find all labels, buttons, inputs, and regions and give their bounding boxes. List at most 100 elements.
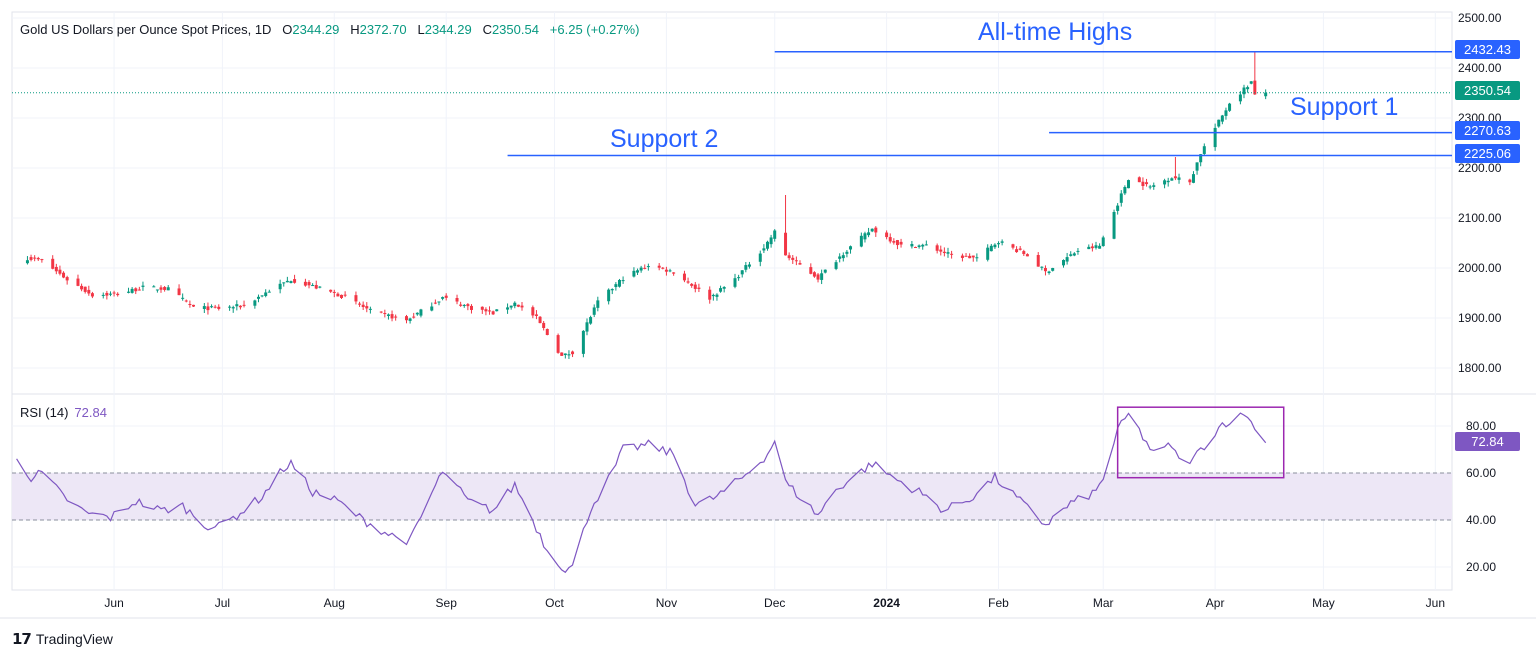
candle-body bbox=[885, 232, 889, 238]
candle-body bbox=[773, 230, 777, 239]
candle-body bbox=[545, 329, 549, 335]
candle-body bbox=[336, 293, 340, 297]
time-tick-label: Jun bbox=[1426, 596, 1445, 610]
price-tick-label: 1800.00 bbox=[1458, 361, 1502, 375]
candle-body bbox=[101, 294, 105, 296]
candle-body bbox=[1264, 92, 1268, 97]
candle-body bbox=[394, 316, 398, 318]
candle-body bbox=[531, 307, 535, 316]
candle-body bbox=[845, 251, 849, 254]
candle-body bbox=[513, 302, 517, 307]
candle-body bbox=[29, 257, 33, 260]
candle-body bbox=[1224, 110, 1228, 116]
brand-name: TradingView bbox=[35, 631, 113, 647]
candle-body bbox=[192, 304, 195, 307]
candle-body bbox=[36, 257, 40, 260]
candle-body bbox=[65, 277, 69, 281]
low-value: 2344.29 bbox=[424, 22, 472, 37]
candle-body bbox=[1069, 254, 1073, 256]
candle-body bbox=[340, 294, 344, 298]
candle-body bbox=[430, 306, 434, 311]
candle-body bbox=[596, 300, 600, 308]
candle-body bbox=[105, 292, 109, 296]
tradingview-brand[interactable]: 𝟭𝟳 TradingView bbox=[12, 630, 113, 648]
candle-body bbox=[682, 273, 686, 281]
candle-body bbox=[747, 264, 751, 267]
candle-body bbox=[181, 297, 185, 299]
candle-body bbox=[1228, 103, 1232, 111]
candle-body bbox=[1246, 87, 1250, 90]
candle-body bbox=[556, 335, 560, 353]
rsi-value-tag: 72.84 bbox=[1455, 432, 1520, 451]
candle-body bbox=[950, 253, 954, 255]
candle-body bbox=[253, 300, 257, 306]
time-tick-label: Mar bbox=[1093, 596, 1114, 610]
candle-body bbox=[163, 287, 167, 290]
candle-body bbox=[484, 309, 488, 312]
time-tick-label: Nov bbox=[656, 596, 677, 610]
candle-body bbox=[693, 284, 697, 289]
candle-body bbox=[895, 240, 899, 246]
candle-body bbox=[83, 286, 87, 292]
candle-body bbox=[762, 248, 766, 251]
candle-body bbox=[534, 314, 538, 316]
candle-body bbox=[986, 247, 990, 260]
candle-body bbox=[51, 258, 55, 269]
candle-body bbox=[520, 305, 524, 308]
time-tick-label: Sep bbox=[436, 596, 458, 610]
time-tick-label: Jun bbox=[104, 596, 123, 610]
candle-body bbox=[62, 272, 66, 278]
candle-body bbox=[480, 306, 484, 310]
candle-body bbox=[686, 281, 690, 283]
rsi-legend: RSI (14) 72.84 bbox=[20, 405, 107, 420]
candle-body bbox=[859, 235, 863, 247]
candle-body bbox=[1015, 249, 1019, 253]
candle-body bbox=[415, 312, 419, 315]
candle-body bbox=[1170, 178, 1174, 181]
candle-body bbox=[311, 285, 315, 287]
candle-body bbox=[719, 288, 723, 292]
rsi-tick-label: 80.00 bbox=[1466, 419, 1496, 433]
candle-body bbox=[412, 316, 416, 318]
candle-body bbox=[838, 256, 842, 259]
candle-body bbox=[812, 272, 816, 277]
candle-body bbox=[329, 289, 333, 292]
price-tick-label: 2500.00 bbox=[1458, 11, 1502, 25]
candle-body bbox=[141, 285, 145, 287]
candle-body bbox=[722, 286, 726, 289]
candle-body bbox=[935, 245, 939, 251]
candle-body bbox=[892, 241, 896, 243]
candle-body bbox=[1000, 241, 1004, 243]
candle-body bbox=[264, 292, 268, 296]
candle-body bbox=[1119, 193, 1123, 203]
candle-body bbox=[581, 330, 585, 354]
candle-body bbox=[874, 227, 878, 233]
candle-body bbox=[664, 269, 668, 272]
ath-price-tag: 2432.43 bbox=[1455, 40, 1520, 59]
candle-body bbox=[188, 304, 192, 306]
candle-body bbox=[495, 309, 499, 312]
candle-body bbox=[899, 241, 903, 245]
candle-body bbox=[87, 289, 91, 294]
candle-body bbox=[1098, 245, 1102, 249]
candle-body bbox=[672, 272, 676, 274]
candle-body bbox=[816, 274, 820, 280]
candle-body bbox=[765, 241, 769, 249]
candle-body bbox=[820, 273, 824, 280]
candle-body bbox=[571, 351, 575, 355]
candle-body bbox=[823, 269, 827, 273]
candle-body bbox=[939, 249, 943, 252]
candle-body bbox=[516, 304, 520, 307]
candle-body bbox=[365, 306, 369, 309]
candle-body bbox=[632, 270, 636, 277]
candle-body bbox=[589, 317, 593, 324]
candle-body bbox=[238, 305, 242, 308]
candle-body bbox=[1238, 94, 1242, 102]
price-tick-label: 2400.00 bbox=[1458, 61, 1502, 75]
candle-body bbox=[1195, 162, 1199, 171]
candle-body bbox=[491, 311, 495, 315]
candle-body bbox=[1011, 244, 1015, 248]
time-tick-label: Dec bbox=[764, 596, 785, 610]
candle-body bbox=[607, 289, 611, 302]
